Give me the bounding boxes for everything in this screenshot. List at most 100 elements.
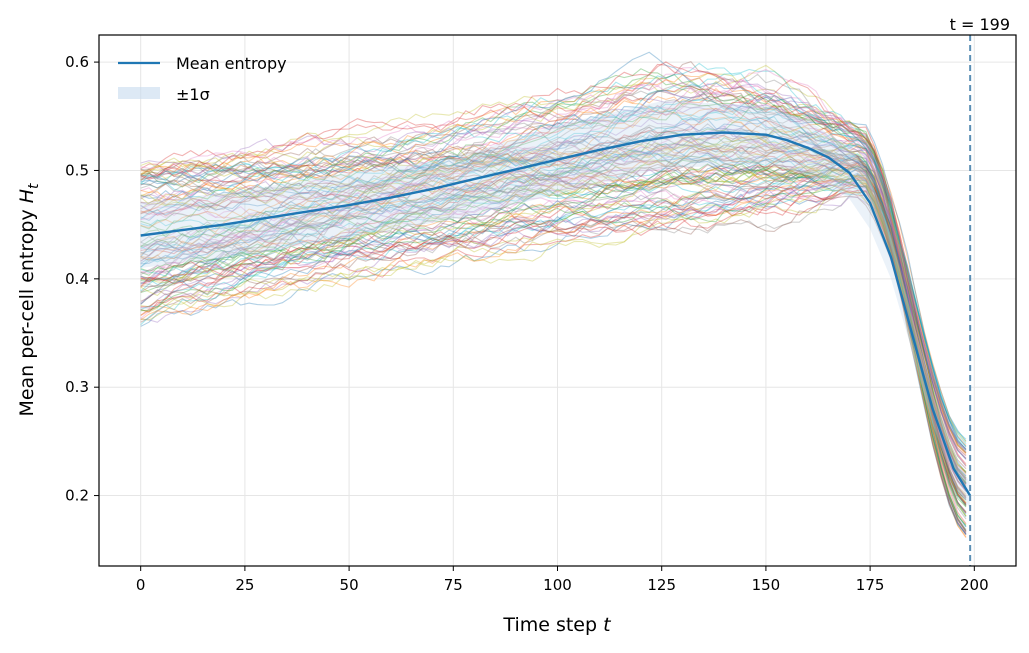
ensemble-trajectory (140, 163, 967, 507)
mean-entropy-line (140, 131, 972, 497)
ensemble-trajectory (140, 64, 967, 506)
ensemble-trajectory (140, 172, 967, 484)
ensemble-trajectory (140, 183, 967, 505)
ensemble-trajectory (140, 74, 967, 453)
ensemble-trajectory (140, 174, 967, 535)
y-tick-label: 0.5 (65, 161, 89, 179)
ensemble-trajectory (140, 111, 967, 505)
ensemble-trajectory (140, 136, 967, 492)
ensemble-trajectory (140, 73, 967, 533)
ensemble-trajectory (140, 166, 967, 482)
ensemble-trajectory (140, 156, 967, 485)
ensemble-trajectory (140, 172, 967, 480)
ensemble-trajectory (140, 126, 967, 513)
ensemble-trajectory (140, 187, 967, 473)
ensemble-trajectory (140, 142, 967, 501)
ensemble-trajectory (140, 95, 967, 465)
y-tick-label: 0.3 (65, 378, 89, 396)
ensemble-trajectory (140, 122, 967, 453)
ensemble-trajectory (140, 174, 967, 508)
ensemble-trajectory (140, 123, 967, 452)
ensemble-trajectory (140, 156, 967, 500)
ensemble-trajectory (140, 161, 967, 492)
x-tick-label: 125 (647, 576, 676, 594)
ensemble-trajectory (140, 165, 967, 526)
ensemble-lines (140, 51, 967, 539)
ensemble-trajectory (140, 100, 967, 454)
mean-entropy-path (140, 131, 972, 497)
ensemble-trajectory (140, 166, 967, 526)
y-tick-label: 0.6 (65, 53, 89, 71)
ensemble-trajectory (140, 183, 967, 499)
x-tick-label: 0 (136, 576, 146, 594)
ensemble-trajectory (140, 147, 967, 477)
ensemble-trajectory (140, 100, 967, 483)
sigma-band-area (140, 101, 971, 509)
ensemble-trajectory (140, 85, 967, 532)
ensemble-trajectory (140, 93, 967, 451)
ensemble-trajectory (140, 134, 967, 495)
ensemble-trajectory (140, 68, 967, 535)
ensemble-trajectory (140, 142, 967, 483)
ensemble-trajectory (140, 99, 967, 447)
ensemble-trajectory (140, 145, 967, 460)
x-axis-label: Time step t (502, 614, 612, 636)
ensemble-trajectory (140, 166, 967, 517)
y-axis-ticks: 0.2 0.3 0.4 0.5 0.6 (65, 53, 99, 505)
ensemble-trajectory (140, 61, 967, 470)
ensemble-trajectory (140, 178, 967, 450)
ensemble-trajectory (140, 72, 967, 446)
x-tick-label: 50 (340, 576, 359, 594)
y-axis-label: Mean per-cell entropy Ht (16, 183, 42, 417)
ensemble-trajectory (140, 87, 967, 507)
ensemble-trajectory (140, 67, 967, 525)
ensemble-trajectory (140, 125, 967, 450)
ensemble-trajectory (140, 124, 967, 491)
x-tick-label: 25 (235, 576, 254, 594)
ensemble-trajectory (140, 162, 967, 536)
ensemble-trajectory (140, 78, 967, 467)
ensemble-trajectory (140, 195, 967, 501)
ensemble-trajectory (140, 92, 967, 518)
ensemble-trajectory (140, 126, 967, 475)
ensemble-trajectory (140, 119, 967, 536)
ensemble-trajectory (140, 72, 967, 504)
ensemble-trajectory (140, 165, 967, 472)
ensemble-trajectory (140, 128, 967, 467)
ensemble-trajectory (140, 189, 967, 484)
ensemble-trajectory (140, 187, 967, 443)
grid-lines (99, 35, 1016, 566)
ensemble-trajectory (140, 131, 967, 499)
y-tick-label: 0.2 (65, 487, 89, 505)
ensemble-trajectory (140, 78, 967, 534)
ensemble-trajectory (140, 94, 967, 505)
ensemble-trajectory (140, 82, 967, 517)
y-axis-subscript: t (26, 183, 42, 189)
x-tick-label: 75 (444, 576, 463, 594)
ensemble-trajectory (140, 63, 967, 459)
ensemble-trajectory (140, 145, 967, 480)
ensemble-trajectory (140, 79, 967, 514)
ensemble-trajectory (140, 166, 967, 514)
x-tick-label: 100 (543, 576, 572, 594)
x-tick-label: 175 (856, 576, 885, 594)
legend-mean-label: Mean entropy (176, 54, 287, 73)
ensemble-trajectory (140, 133, 967, 497)
ensemble-trajectory (140, 179, 967, 476)
ensemble-trajectory (140, 192, 967, 499)
ensemble-trajectory (140, 68, 967, 481)
x-axis-ticks: 0 25 50 75 100 125 150 175 200 (136, 566, 989, 594)
ensemble-trajectory (140, 93, 967, 479)
ensemble-trajectory (140, 158, 967, 512)
ensemble-trajectory (140, 173, 967, 457)
ensemble-trajectory (140, 90, 967, 448)
sigma-band (140, 101, 971, 509)
ensemble-trajectory (140, 167, 967, 535)
ensemble-trajectory (140, 87, 967, 533)
ensemble-trajectory (140, 177, 967, 514)
ensemble-trajectory (140, 140, 967, 528)
ensemble-trajectory (140, 104, 967, 473)
ensemble-trajectory (140, 169, 967, 493)
